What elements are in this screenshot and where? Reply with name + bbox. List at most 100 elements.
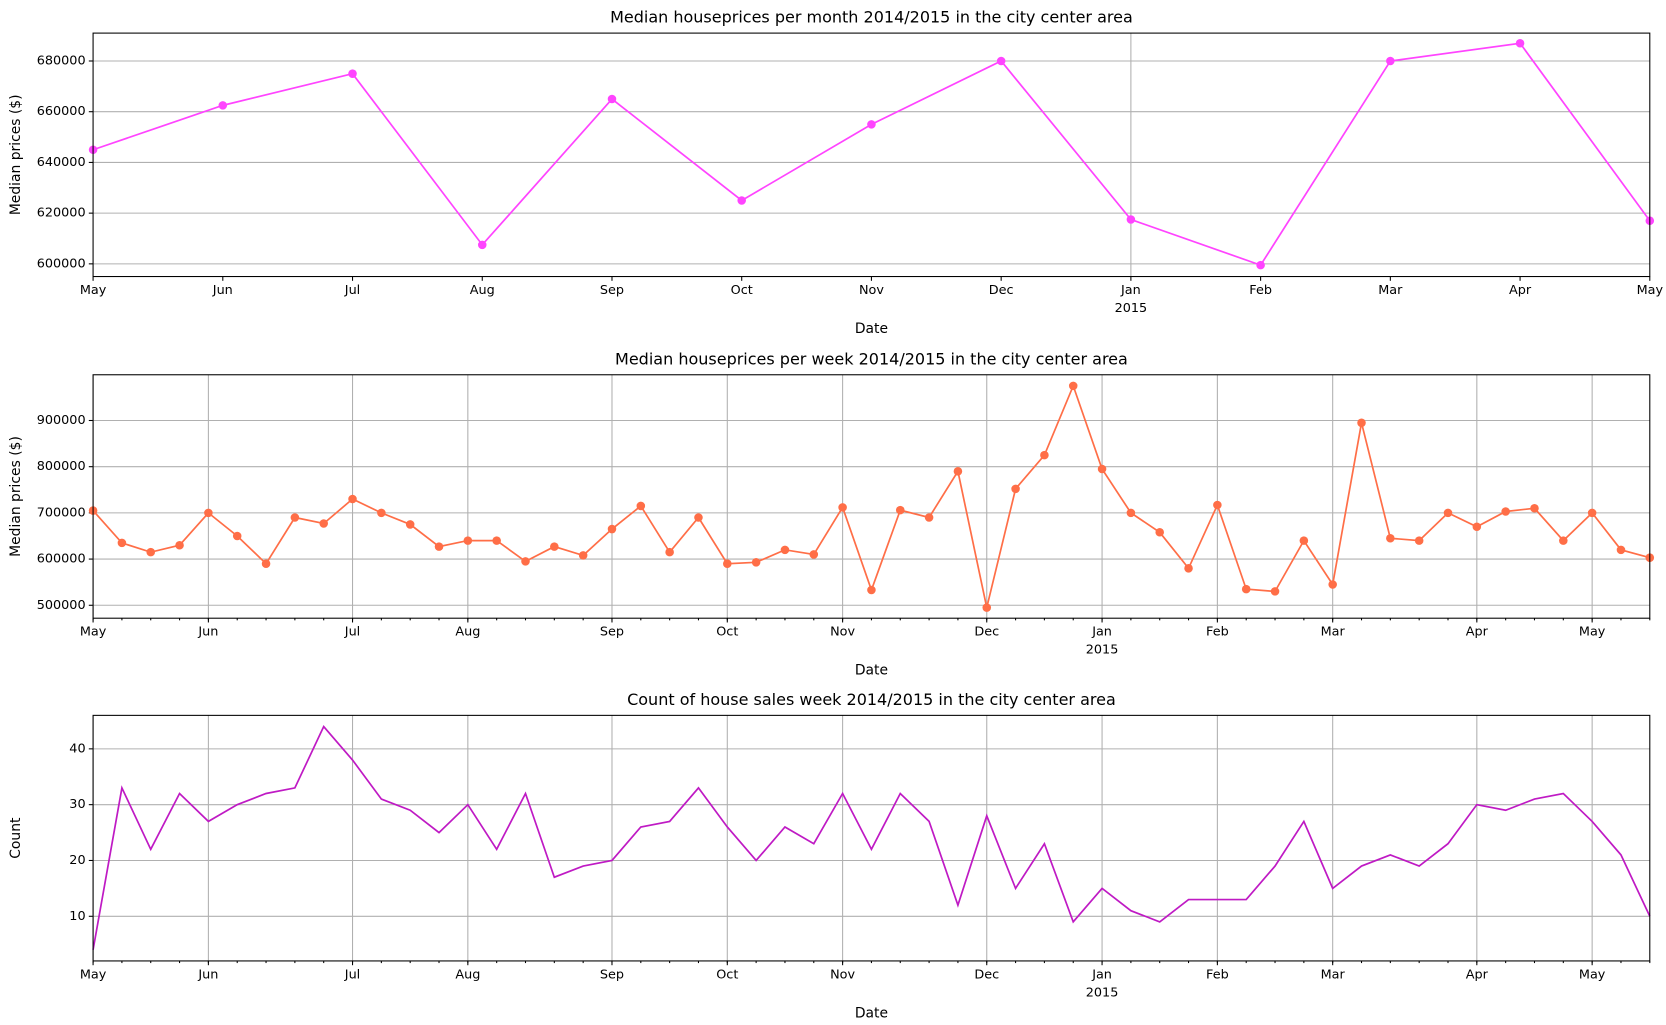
series-line xyxy=(92,42,1651,267)
data-point xyxy=(1559,536,1568,545)
data-point xyxy=(477,240,487,250)
x-tick-label: May xyxy=(1637,283,1664,298)
x-tick-label: Jan xyxy=(1120,283,1141,298)
data-point xyxy=(117,538,127,548)
y-tick-label: 660000 xyxy=(37,104,86,119)
x-tick-label: Oct xyxy=(716,967,738,982)
x-tick-label: Jul xyxy=(344,625,360,640)
data-point xyxy=(492,536,501,545)
x-tick-label: Dec xyxy=(989,283,1014,298)
data-point xyxy=(1386,534,1395,543)
x-tick-label: Aug xyxy=(455,625,480,640)
data-point xyxy=(1184,564,1193,573)
x-tick-label: Feb xyxy=(1249,283,1272,298)
data-point xyxy=(1587,508,1597,518)
y-tick-label: 620000 xyxy=(37,206,86,221)
x-tick-label: Jul xyxy=(344,967,360,982)
x-tick-label: Feb xyxy=(1206,967,1229,982)
data-point xyxy=(146,547,156,557)
x-tick-label: May xyxy=(80,283,107,298)
y-tick-label: 640000 xyxy=(37,155,86,170)
data-point xyxy=(1616,545,1626,555)
x-tick-label: Jun xyxy=(212,283,233,298)
data-point xyxy=(737,196,746,205)
data-point xyxy=(1126,215,1136,224)
data-point xyxy=(1472,522,1482,532)
data-point xyxy=(290,513,300,522)
data-point xyxy=(1386,56,1395,66)
x-tick-label: Jan xyxy=(1091,967,1112,982)
y-axis-label: Count xyxy=(8,817,24,859)
data-point xyxy=(751,558,761,567)
y-tick-label: 900000 xyxy=(37,413,86,428)
x-tick-label: Nov xyxy=(830,625,855,640)
data-point xyxy=(578,551,588,560)
x-tick-label: Aug xyxy=(470,283,495,298)
data-point xyxy=(261,559,271,568)
x-tick-label: Sep xyxy=(600,967,624,982)
data-point xyxy=(1299,536,1309,545)
data-point xyxy=(175,540,184,550)
data-point xyxy=(607,524,617,534)
plot-frame xyxy=(92,374,1651,619)
x-year-label: 2015 xyxy=(1086,643,1119,658)
data-point xyxy=(924,513,934,522)
x-tick-label: Jun xyxy=(197,625,218,640)
data-point xyxy=(838,503,847,512)
x-tick-label: Apr xyxy=(1466,625,1489,640)
x-tick-label: Jan xyxy=(1091,625,1112,640)
y-tick-label: 700000 xyxy=(37,505,86,520)
x-tick-label: Sep xyxy=(600,625,624,640)
x-tick-label: Mar xyxy=(1321,967,1346,982)
data-point xyxy=(953,467,963,476)
data-point xyxy=(1241,584,1251,594)
data-point xyxy=(348,494,357,504)
x-axis-label: Date xyxy=(855,1005,888,1021)
data-point xyxy=(636,501,646,511)
data-point xyxy=(550,542,559,551)
data-point xyxy=(377,508,386,518)
chart-title: Median houseprices per week 2014/2015 in… xyxy=(615,349,1128,368)
data-point xyxy=(1011,484,1020,494)
series-line xyxy=(92,383,1651,608)
x-axis-label: Date xyxy=(855,663,888,679)
y-tick-label: 20 xyxy=(69,853,85,868)
data-point xyxy=(1213,500,1222,510)
y-tick-label: 600000 xyxy=(37,552,86,567)
data-point xyxy=(1515,38,1525,48)
y-tick-label: 680000 xyxy=(37,53,86,68)
x-year-label: 2015 xyxy=(1086,985,1119,1000)
y-tick-label: 800000 xyxy=(37,459,86,474)
x-tick-label: Oct xyxy=(716,625,738,640)
x-tick-label: Apr xyxy=(1466,967,1489,982)
data-point xyxy=(1126,508,1136,518)
data-point xyxy=(319,519,328,528)
chart-title: Count of house sales week 2014/2015 in t… xyxy=(627,690,1116,709)
x-tick-label: May xyxy=(80,967,107,982)
data-point xyxy=(996,56,1006,66)
data-point xyxy=(1155,528,1164,537)
x-tick-label: Mar xyxy=(1378,283,1403,298)
y-tick-label: 500000 xyxy=(37,598,86,613)
data-point xyxy=(723,559,732,568)
data-point xyxy=(1328,580,1337,589)
data-point xyxy=(1040,450,1049,460)
data-point xyxy=(405,520,415,529)
data-point xyxy=(1068,381,1078,391)
x-tick-label: May xyxy=(80,625,107,640)
series-line xyxy=(92,724,1651,950)
data-point xyxy=(1443,508,1453,518)
x-axis-label: Date xyxy=(855,321,888,337)
data-point xyxy=(780,545,790,555)
data-point xyxy=(348,69,357,78)
x-tick-label: Jul xyxy=(344,283,360,298)
x-tick-label: Nov xyxy=(859,283,884,298)
data-point xyxy=(867,585,876,595)
y-axis-label: Median prices ($) xyxy=(8,436,24,557)
x-tick-label: Dec xyxy=(974,625,999,640)
x-year-label: 2015 xyxy=(1115,301,1148,316)
data-point xyxy=(1097,464,1107,474)
y-tick-label: 10 xyxy=(69,909,85,924)
y-tick-label: 600000 xyxy=(37,256,86,271)
